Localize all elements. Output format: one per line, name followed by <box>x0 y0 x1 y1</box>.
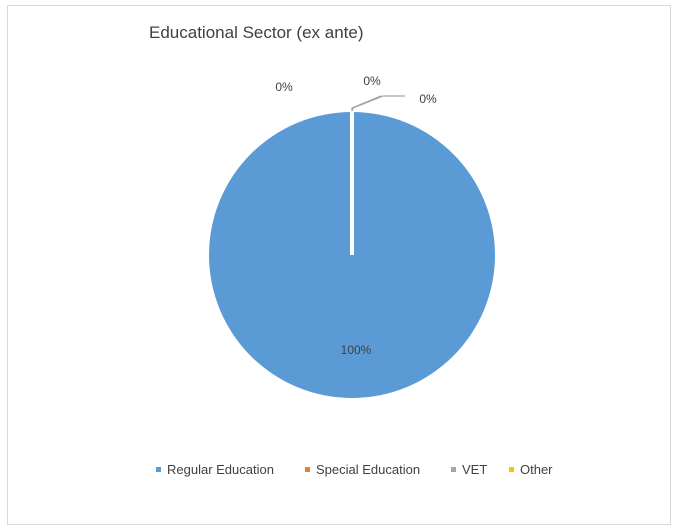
data-label-vet: 0% <box>363 74 381 88</box>
legend-swatch-special-education <box>305 467 310 472</box>
legend-item-regular-education: Regular Education <box>156 462 274 477</box>
data-label-special-education: 0% <box>275 80 293 94</box>
legend-label-special-education: Special Education <box>316 462 421 477</box>
leader-lines <box>351 95 405 112</box>
pie-slices <box>209 112 495 398</box>
legend-item-special-education: Special Education <box>305 462 420 477</box>
legend-label-other: Other <box>520 462 553 477</box>
leader-line-2 <box>351 95 405 112</box>
data-labels: 100% 0% 0% 0% <box>275 74 437 357</box>
legend-swatch-vet <box>451 467 456 472</box>
pie-chart: 100% 0% 0% 0% <box>209 74 495 398</box>
legend-label-vet: VET <box>462 462 488 477</box>
legend-label-regular-education: Regular Education <box>167 462 274 477</box>
legend-swatch-regular-education <box>156 467 161 472</box>
legend: Regular Education Special Education VET … <box>0 462 673 482</box>
legend-item-other: Other <box>509 462 553 477</box>
data-label-other: 0% <box>419 92 437 106</box>
legend-swatch-other <box>509 467 514 472</box>
data-label-regular-education: 100% <box>341 343 372 357</box>
chart-title: Educational Sector (ex ante) <box>149 23 364 42</box>
legend-item-vet: VET <box>451 462 487 477</box>
